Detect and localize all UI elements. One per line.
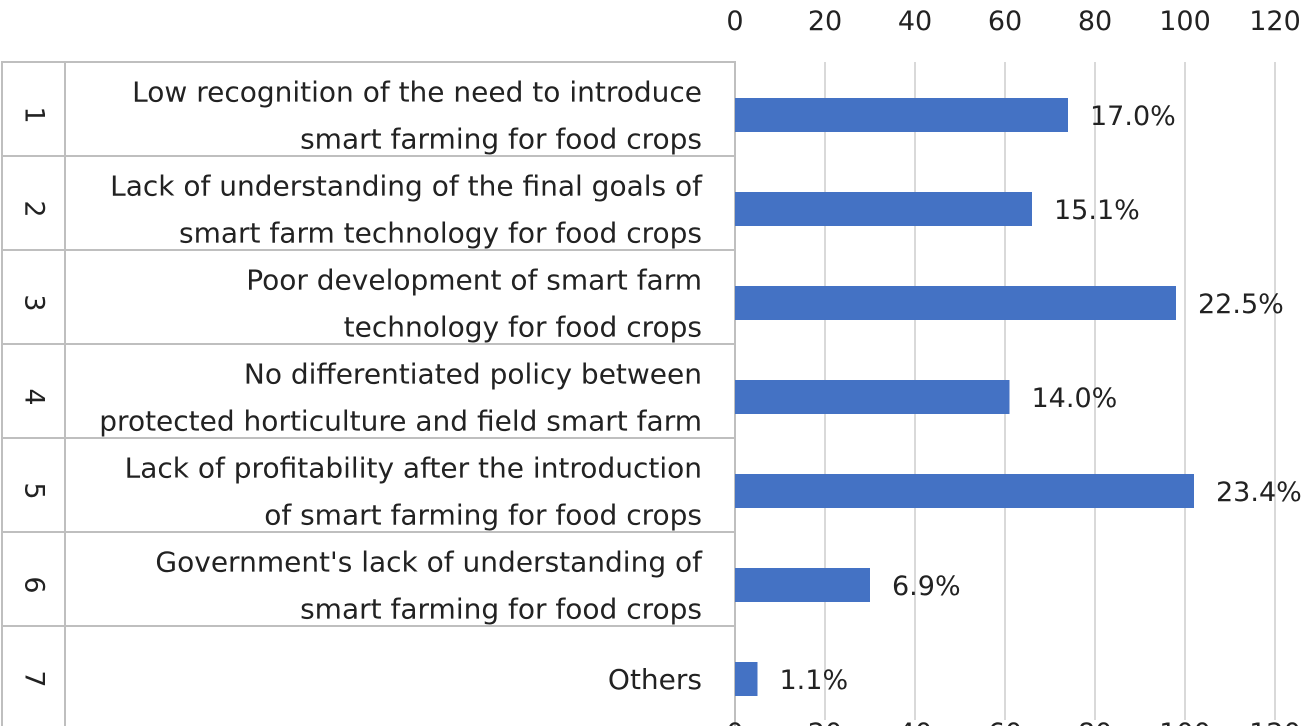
category-label-5-line-2: of smart farming for food crops: [264, 499, 702, 532]
x-tick-bottom-20: 20: [808, 718, 842, 726]
category-label-1-line-1: Low recognition of the need to introduce: [132, 76, 702, 109]
category-number-4: 4: [19, 388, 50, 405]
x-tick-bottom-100: 100: [1159, 718, 1211, 726]
category-number-3: 3: [19, 294, 50, 311]
x-tick-top-40: 40: [898, 6, 932, 37]
bar-2: [735, 192, 1032, 226]
x-tick-top-80: 80: [1078, 6, 1112, 37]
x-tick-bottom-40: 40: [898, 718, 932, 726]
x-tick-bottom-80: 80: [1078, 718, 1112, 726]
x-tick-top-0: 0: [726, 6, 743, 37]
data-label-3: 22.5%: [1198, 289, 1284, 320]
x-axis-ticks: 0 0 20 20 40 40 60 60 80 80 100 100 120 120: [726, 6, 1300, 726]
category-label-5-line-1: Lack of profitability after the introduc…: [125, 452, 702, 485]
x-tick-top-20: 20: [808, 6, 842, 37]
bars: 17.0% 15.1% 22.5% 14.0% 23.4% 6.9% 1.1%: [735, 98, 1302, 696]
data-label-7: 1.1%: [780, 665, 849, 696]
data-label-5: 23.4%: [1216, 477, 1302, 508]
bar-7: [735, 662, 758, 696]
category-number-1: 1: [19, 106, 50, 123]
x-tick-bottom-0: 0: [726, 718, 743, 726]
category-label-3-line-2: technology for food crops: [344, 311, 702, 344]
category-number-5: 5: [19, 482, 50, 499]
category-label-3-line-1: Poor development of smart farm: [246, 264, 702, 297]
x-tick-top-120: 120: [1249, 6, 1301, 37]
bar-6: [735, 568, 870, 602]
category-label-2-line-1: Lack of understanding of the final goals…: [110, 170, 703, 203]
data-label-6: 6.9%: [892, 571, 961, 602]
category-label-6-line-2: smart farming for food crops: [300, 593, 702, 626]
category-number-6: 6: [19, 576, 50, 593]
category-label-2-line-2: smart farm technology for food crops: [179, 217, 702, 250]
category-label-4-line-2: protected horticulture and field smart f…: [99, 405, 702, 438]
bar-3: [735, 286, 1176, 320]
category-label-1-line-2: smart farming for food crops: [300, 123, 702, 156]
x-tick-bottom-120: 120: [1249, 718, 1301, 726]
bar-4: [735, 380, 1010, 414]
category-number-7: 7: [19, 670, 50, 687]
data-label-2: 15.1%: [1054, 195, 1140, 226]
category-frame: [1, 61, 736, 726]
category-label-6-line-1: Government's lack of understanding of: [155, 546, 703, 579]
category-label-4-line-1: No differentiated policy between: [244, 358, 702, 391]
category-labels: 1 Low recognition of the need to introduc…: [19, 76, 704, 697]
data-label-4: 14.0%: [1032, 383, 1118, 414]
category-number-2: 2: [19, 200, 50, 217]
category-label-7-line-1: Others: [608, 663, 702, 696]
bar-5: [735, 474, 1194, 508]
bar-1: [735, 98, 1068, 132]
x-tick-top-100: 100: [1159, 6, 1211, 37]
x-tick-bottom-60: 60: [988, 718, 1022, 726]
x-tick-top-60: 60: [988, 6, 1022, 37]
data-label-1: 17.0%: [1090, 101, 1176, 132]
